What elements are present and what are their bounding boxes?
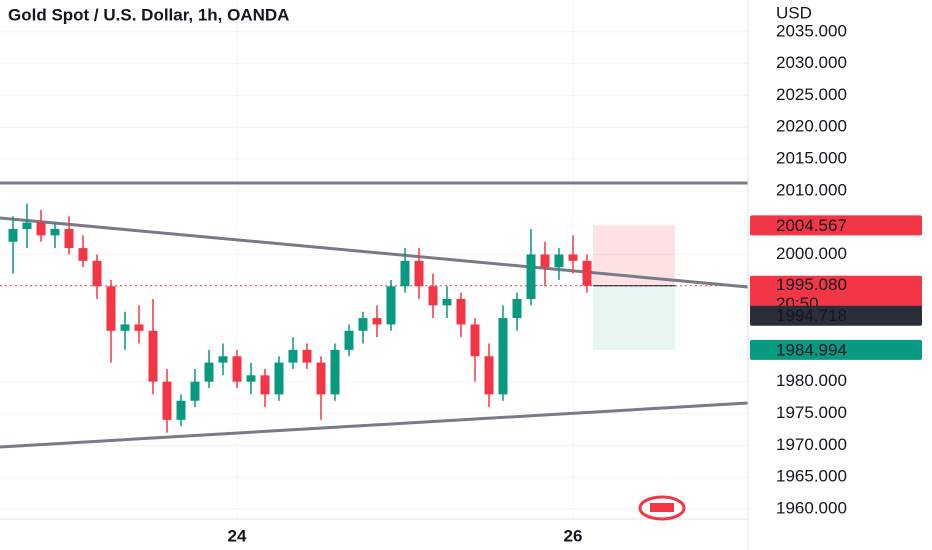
candle-body	[232, 356, 242, 382]
candle-body	[162, 381, 172, 420]
descending-trend-line	[0, 216, 749, 289]
candle-body	[50, 229, 60, 236]
price-label: 1994.718	[776, 306, 847, 325]
candle-body	[400, 260, 410, 287]
candle-body	[442, 298, 452, 306]
candle-body	[148, 330, 158, 382]
candle-body	[540, 254, 550, 268]
price-label-box	[750, 215, 922, 236]
candle-body	[106, 286, 116, 331]
candle-body	[372, 318, 382, 325]
y-tick-label: 2030.000	[776, 53, 847, 72]
y-tick-label: 1965.000	[776, 467, 847, 486]
candle-body	[176, 400, 186, 420]
candle-body	[428, 286, 438, 306]
candle-body	[92, 260, 102, 287]
candle-body	[36, 222, 46, 236]
y-tick-label: 2000.000	[776, 244, 847, 263]
candle-body	[134, 324, 144, 331]
price-label-box	[750, 339, 922, 360]
candle-body	[246, 375, 256, 382]
candle-body	[568, 254, 578, 261]
candle-body	[330, 349, 340, 395]
y-tick-label: 2035.000	[776, 21, 847, 40]
price-label: 1984.994	[776, 340, 847, 359]
candle-body	[498, 318, 508, 395]
x-tick-label: 24	[228, 526, 247, 545]
candle-body	[358, 318, 368, 331]
stop-zone	[593, 285, 675, 350]
candle-body	[260, 375, 270, 395]
candle-body	[288, 349, 298, 363]
candle-body	[512, 298, 522, 319]
y-tick-label: 2010.000	[776, 180, 847, 199]
candle-body	[414, 260, 424, 287]
candle-body	[582, 260, 592, 286]
price-axis: 1960.000 1965.000 1970.000 1975.000 1980.000…	[750, 21, 922, 517]
candle-body	[8, 229, 18, 242]
candle-body	[64, 229, 74, 249]
y-tick-label: 2020.000	[776, 117, 847, 136]
candle-body	[274, 362, 284, 395]
y-tick-label: 1970.000	[776, 435, 847, 454]
axis-unit: USD	[776, 3, 812, 22]
candle-body	[120, 324, 130, 331]
candles	[8, 203, 592, 433]
chart-title: Gold Spot / U.S. Dollar, 1h, OANDA	[8, 5, 289, 24]
candle-body	[344, 330, 354, 350]
candle-body	[386, 286, 396, 325]
price-label-box	[750, 305, 922, 326]
candle-body	[316, 362, 326, 395]
candle-body	[190, 381, 200, 401]
ascending-trend-line	[0, 401, 749, 449]
y-tick-label: 1960.000	[776, 498, 847, 517]
grid	[0, 0, 748, 519]
candle-body	[484, 356, 494, 395]
x-tick-label: 26	[564, 526, 583, 545]
logo	[638, 495, 686, 521]
candle-body	[78, 248, 88, 261]
candle-body	[204, 362, 214, 382]
candle-body	[526, 254, 536, 299]
candle-body	[554, 254, 564, 268]
candle-body	[456, 298, 466, 325]
y-tick-label: 2015.000	[776, 149, 847, 168]
candle-body	[470, 324, 480, 357]
candle-body	[218, 356, 228, 363]
candle-body	[22, 222, 32, 230]
y-tick-label: 2025.000	[776, 85, 847, 104]
candle-body	[302, 349, 312, 363]
price-label: 1995.080	[776, 275, 847, 294]
y-tick-label: 1980.000	[776, 371, 847, 390]
price-label: 2004.567	[776, 216, 847, 235]
y-tick-label: 1975.000	[776, 403, 847, 422]
